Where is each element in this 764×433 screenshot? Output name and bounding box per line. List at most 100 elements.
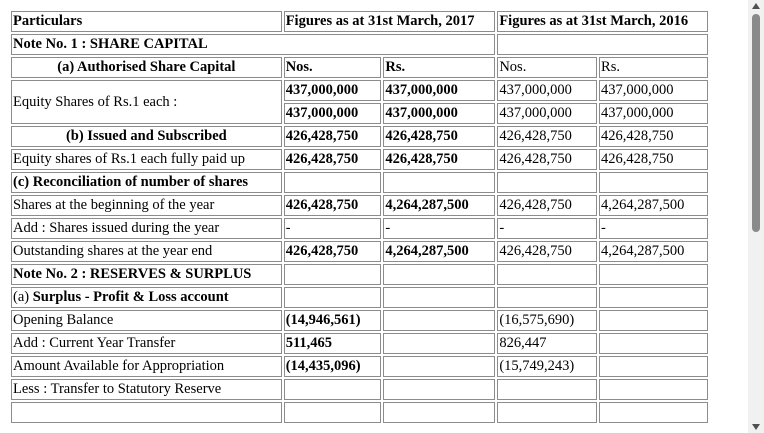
row: Equity shares of Rs.1 each fully paid up… xyxy=(11,149,708,170)
section-title: Note No. 1 : SHARE CAPITAL xyxy=(11,34,496,55)
cell: 4,264,287,500 xyxy=(383,195,496,216)
cell: Nos. xyxy=(283,57,382,78)
row: Amount Available for Appropriation (14,4… xyxy=(11,356,708,377)
cell: 426,428,750 xyxy=(383,149,496,170)
cell: Shares at the beginning of the year xyxy=(11,195,282,216)
cell xyxy=(383,172,496,193)
row: Opening Balance (14,946,561) (16,575,690… xyxy=(11,310,708,331)
cell: - xyxy=(283,218,382,239)
cell: 437,000,000 xyxy=(497,80,598,101)
cell xyxy=(383,310,496,331)
row: Outstanding shares at the year end 426,4… xyxy=(11,241,708,262)
cell: (14,435,096) xyxy=(283,356,382,377)
cell: Rs. xyxy=(383,57,496,78)
scroll-thumb[interactable] xyxy=(752,14,760,232)
cell: Add : Current Year Transfer xyxy=(11,333,282,354)
cell xyxy=(599,356,708,377)
header-row: Particulars Figures as at 31st March, 20… xyxy=(11,11,708,32)
cell xyxy=(283,402,382,423)
scrollbar[interactable] xyxy=(748,0,764,433)
cell xyxy=(599,333,708,354)
cell: Equity Shares of Rs.1 each : xyxy=(11,80,282,124)
cell: 426,428,750 xyxy=(497,149,598,170)
row: Equity Shares of Rs.1 each : 437,000,000… xyxy=(11,80,708,124)
cell xyxy=(599,172,708,193)
cell: 437,000,000 xyxy=(599,103,708,124)
cell: Rs. xyxy=(599,57,708,78)
row: (a) Surplus - Profit & Loss account xyxy=(11,287,708,308)
cell xyxy=(497,287,598,308)
row: 437,000,000 437,000,000 437,000,000 437,… xyxy=(11,103,708,124)
cell: 426,428,750 xyxy=(283,195,382,216)
cell: (16,575,690) xyxy=(497,310,598,331)
cell: Opening Balance xyxy=(11,310,282,331)
cell xyxy=(497,402,598,423)
cell: (b) Issued and Subscribed xyxy=(11,126,282,147)
cell: 437,000,000 xyxy=(383,80,496,101)
row: Note No. 2 : RESERVES & SURPLUS xyxy=(11,264,708,285)
cell xyxy=(11,402,282,423)
cell: Add : Shares issued during the year xyxy=(11,218,282,239)
cell: (a) Surplus - Profit & Loss account xyxy=(11,287,282,308)
cell: 426,428,750 xyxy=(497,195,598,216)
cell: 4,264,287,500 xyxy=(599,195,708,216)
cell xyxy=(383,333,496,354)
cell: 511,465 xyxy=(283,333,382,354)
row: Shares at the beginning of the year 426,… xyxy=(11,195,708,216)
row: (c) Reconciliation of number of shares xyxy=(11,172,708,193)
cell xyxy=(383,379,496,400)
cell-text: Surplus - Profit & Loss account xyxy=(32,289,229,305)
row xyxy=(11,402,708,423)
row: Less : Transfer to Statutory Reserve xyxy=(11,379,708,400)
cell: Equity shares of Rs.1 each fully paid up xyxy=(11,149,282,170)
cell xyxy=(283,264,382,285)
scroll-up-arrow[interactable] xyxy=(752,3,760,9)
cell xyxy=(383,402,496,423)
cell: 437,000,000 xyxy=(283,80,382,101)
cell: 826,447 xyxy=(497,333,598,354)
cell: 426,428,750 xyxy=(283,149,382,170)
cell: Outstanding shares at the year end xyxy=(11,241,282,262)
cell: - xyxy=(383,218,496,239)
cell xyxy=(599,264,708,285)
header-cell: Particulars xyxy=(11,11,282,32)
cell: 437,000,000 xyxy=(497,103,598,124)
cell: Less : Transfer to Statutory Reserve xyxy=(11,379,282,400)
row: Add : Current Year Transfer 511,465 826,… xyxy=(11,333,708,354)
cell xyxy=(283,379,382,400)
cell xyxy=(283,172,382,193)
cell xyxy=(599,310,708,331)
cell: 437,000,000 xyxy=(283,103,382,124)
cell: 437,000,000 xyxy=(599,80,708,101)
cell: 4,264,287,500 xyxy=(599,241,708,262)
row: (a) Authorised Share Capital Nos. Rs. No… xyxy=(11,57,708,78)
cell xyxy=(383,287,496,308)
cell xyxy=(497,379,598,400)
cell xyxy=(283,287,382,308)
cell: - xyxy=(599,218,708,239)
cell xyxy=(383,264,496,285)
cell-prefix: (a) xyxy=(13,289,30,305)
cell: Amount Available for Appropriation xyxy=(11,356,282,377)
cell xyxy=(497,34,708,55)
cell: 426,428,750 xyxy=(283,126,382,147)
cell: 4,264,287,500 xyxy=(383,241,496,262)
cell: 426,428,750 xyxy=(599,149,708,170)
cell: 426,428,750 xyxy=(497,241,598,262)
row: Note No. 1 : SHARE CAPITAL xyxy=(11,34,708,55)
cell xyxy=(599,379,708,400)
cell: - xyxy=(497,218,598,239)
cell: (14,946,561) xyxy=(283,310,382,331)
cell: 426,428,750 xyxy=(383,126,496,147)
section-title: Note No. 2 : RESERVES & SURPLUS xyxy=(11,264,282,285)
cell xyxy=(383,356,496,377)
cell: 426,428,750 xyxy=(497,126,598,147)
cell: (c) Reconciliation of number of shares xyxy=(11,172,282,193)
cell: 426,428,750 xyxy=(283,241,382,262)
cell xyxy=(599,287,708,308)
cell: 437,000,000 xyxy=(383,103,496,124)
scroll-down-arrow[interactable] xyxy=(752,424,760,430)
cell: Nos. xyxy=(497,57,598,78)
header-cell: Figures as at 31st March, 2016 xyxy=(497,11,708,32)
